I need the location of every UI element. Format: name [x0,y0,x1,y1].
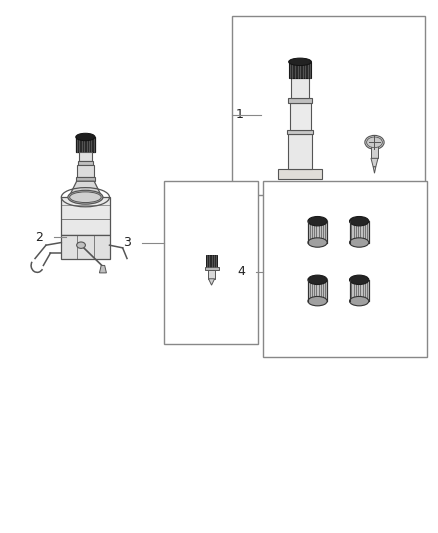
Polygon shape [69,181,102,197]
Bar [308,280,327,301]
Ellipse shape [289,58,311,66]
Ellipse shape [77,242,85,248]
Ellipse shape [365,135,384,149]
Bar [208,270,215,279]
Ellipse shape [350,296,369,306]
Bar [308,221,327,243]
Bar [205,266,219,270]
Ellipse shape [350,238,369,247]
Bar [232,16,425,195]
Text: 2: 2 [35,231,43,244]
Polygon shape [99,265,106,273]
Ellipse shape [308,275,327,285]
Polygon shape [208,279,215,285]
Text: 3: 3 [124,236,131,249]
Bar [288,134,312,169]
Ellipse shape [70,192,101,203]
Ellipse shape [76,133,95,141]
Bar [79,152,92,161]
Bar [76,177,95,181]
Ellipse shape [308,216,327,226]
Bar [290,103,311,130]
Bar [287,130,313,134]
Bar [350,280,369,301]
Bar [61,197,110,235]
Bar [78,161,93,165]
Polygon shape [373,167,376,173]
Bar [350,221,369,243]
Bar [371,142,378,158]
Bar [278,169,322,179]
Polygon shape [371,158,378,167]
Ellipse shape [350,216,369,226]
Bar [61,235,110,259]
Bar [206,255,217,266]
Bar [289,62,311,78]
Bar [164,181,258,344]
Ellipse shape [350,275,369,285]
Ellipse shape [308,238,327,247]
Bar [77,165,94,177]
Text: 4: 4 [237,265,245,278]
Ellipse shape [367,137,382,148]
Bar [288,98,312,103]
Ellipse shape [308,296,327,306]
Bar [263,181,427,357]
Text: 1: 1 [235,108,243,121]
Bar [76,137,95,152]
Bar [291,78,309,98]
Ellipse shape [68,190,103,204]
